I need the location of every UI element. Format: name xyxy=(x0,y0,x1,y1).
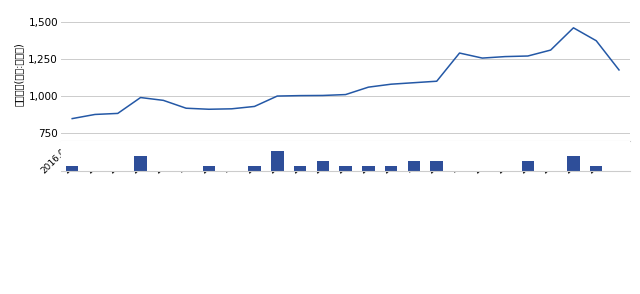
Y-axis label: 거래금액(단위:백만원): 거래금액(단위:백만원) xyxy=(14,42,24,106)
Bar xyxy=(431,161,443,171)
Bar xyxy=(362,166,374,171)
Bar xyxy=(339,166,352,171)
Bar xyxy=(567,156,580,171)
Bar xyxy=(590,166,602,171)
Bar xyxy=(408,161,420,171)
Bar xyxy=(203,166,215,171)
Bar xyxy=(385,166,397,171)
Bar xyxy=(294,166,307,171)
Bar xyxy=(271,151,284,171)
Bar xyxy=(248,166,260,171)
Bar xyxy=(66,166,79,171)
Bar xyxy=(522,161,534,171)
Bar xyxy=(134,156,147,171)
Bar xyxy=(317,161,329,171)
